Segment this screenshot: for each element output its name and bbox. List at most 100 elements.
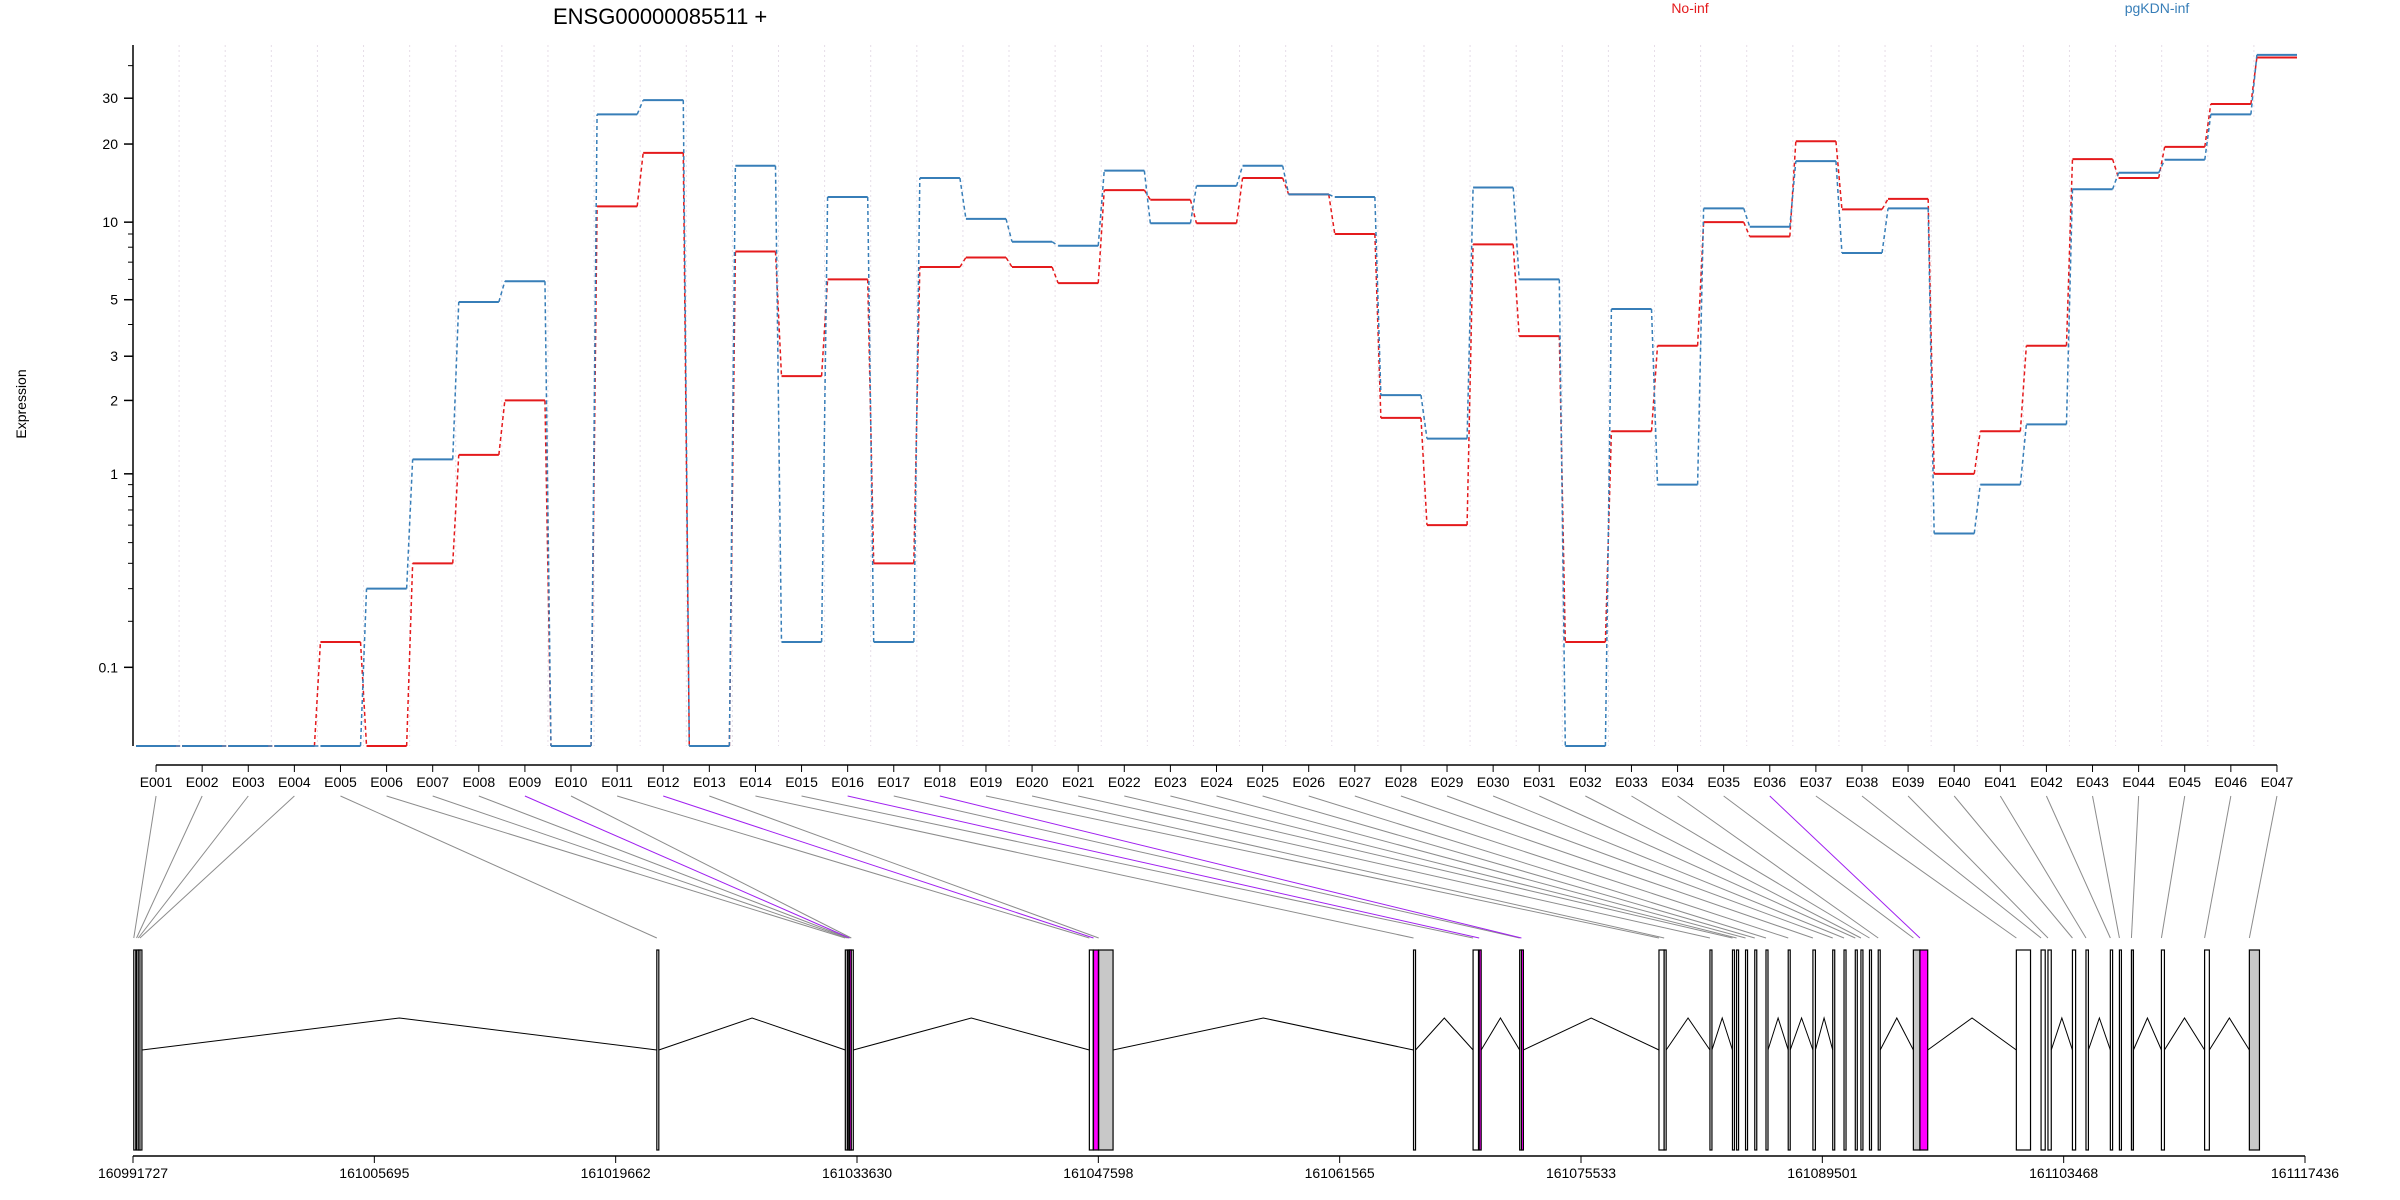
exon-box (1912, 949, 1921, 1151)
exon-label: E034 (1661, 774, 1694, 790)
exon-box (1731, 949, 1736, 1151)
exon-label: E044 (2122, 774, 2155, 790)
y-tick-label: 0.1 (99, 659, 119, 675)
step-connector (2157, 146, 2166, 179)
step-connector (636, 152, 644, 207)
step-connector (2065, 189, 2074, 425)
step-connector (1097, 190, 1105, 284)
exon-connector (1492, 795, 1845, 939)
genomic-tick-label: 161061565 (1305, 1165, 1375, 1181)
exon-box (139, 949, 143, 1151)
genomic-tick-label: 161033630 (822, 1165, 892, 1181)
step-connector (498, 281, 506, 303)
exon-connector (133, 795, 157, 939)
exon-label: E003 (232, 774, 265, 790)
exon-label: E024 (1200, 774, 1233, 790)
exon-connector (847, 795, 1480, 939)
exon-connector (386, 795, 846, 939)
step-connector (2019, 424, 2028, 485)
step-connector (1743, 208, 1751, 227)
exon-box (1787, 949, 1791, 1151)
genomic-tick-label: 161019662 (581, 1165, 651, 1181)
exon-box (656, 949, 660, 1151)
genomic-tick-label: 161047598 (1063, 1165, 1133, 1181)
exon-connector (340, 795, 658, 939)
genomic-tick-label: 161103468 (2029, 1165, 2098, 1181)
step-connector (1743, 221, 1751, 237)
step-connector (2111, 172, 2120, 190)
step-connector (959, 257, 967, 268)
intron-line (1665, 1017, 1711, 1051)
step-connector (1558, 279, 1567, 747)
exon-box (1854, 949, 1858, 1151)
exon-label: E001 (140, 774, 173, 790)
step-connector (1881, 198, 1889, 210)
genomic-tick-label: 161089501 (1787, 1165, 1857, 1181)
step-connector (1835, 161, 1843, 253)
exon-connector (478, 795, 849, 939)
step-connector (682, 152, 691, 747)
exon-label: E029 (1431, 774, 1464, 790)
exon-connector (893, 795, 1520, 939)
exon-label: E007 (416, 774, 449, 790)
exon-box (1832, 949, 1836, 1151)
exon-box (1868, 949, 1873, 1151)
y-axis-title: Expression (13, 369, 29, 438)
exon-connector (1124, 795, 1733, 939)
exon-box (1472, 949, 1480, 1151)
step-connector (451, 301, 460, 460)
exon-connector (985, 795, 1660, 939)
step-connector (1466, 244, 1474, 526)
exon-connector (1631, 795, 1870, 939)
exon-label: E038 (1846, 774, 1879, 790)
step-connector (1281, 165, 1290, 195)
chart-title: ENSG00000085511 + (553, 4, 767, 29)
exon-label: E028 (1385, 774, 1418, 790)
y-tick-label: 30 (102, 90, 118, 106)
step-connector (1051, 241, 1059, 247)
step-connector (1420, 395, 1428, 439)
exon-label: E021 (1062, 774, 1095, 790)
intron-line (2087, 1016, 2111, 1051)
exon-label: E019 (970, 774, 1003, 790)
exon-box (1478, 949, 1482, 1151)
exon-connector (1953, 795, 2073, 939)
exon-box (2015, 949, 2032, 1151)
exon-connector (755, 795, 1414, 939)
y-tick-label: 3 (110, 348, 118, 364)
y-tick-label: 5 (110, 292, 118, 308)
intron-line (1711, 1016, 1733, 1051)
exon-connector (2160, 795, 2186, 939)
exon-connector (1170, 795, 1737, 939)
exon-connector (570, 795, 852, 939)
step-connector (1512, 187, 1520, 280)
exon-connector (139, 795, 295, 939)
intron-line (2208, 1017, 2250, 1051)
gene-model (133, 949, 2261, 1151)
series-no-inf (136, 56, 2297, 747)
exon-label: E030 (1477, 774, 1510, 790)
step-connector (913, 178, 921, 643)
intron-line (1879, 1016, 1914, 1051)
step-connector (2250, 57, 2258, 105)
exon-connector (1723, 795, 1914, 939)
step-connector (1143, 170, 1152, 224)
intron-line (1767, 1016, 1789, 1051)
exon-label: E036 (1753, 774, 1786, 790)
step-connector (774, 165, 783, 643)
exon-connector (1585, 795, 1862, 939)
intron-line (141, 1017, 657, 1051)
exon-label: E047 (2261, 774, 2294, 790)
exon-box (1744, 949, 1749, 1151)
exon-label: E008 (462, 774, 495, 790)
intron-line (1927, 1017, 2017, 1051)
step-connector (2250, 54, 2258, 115)
exon-box (1520, 949, 1525, 1151)
step-connector (1235, 165, 1244, 187)
exon-connector (1078, 795, 1711, 939)
genomic-tick-label: 161005695 (339, 1165, 409, 1181)
intron-line (658, 1017, 846, 1051)
intron-line (1480, 1017, 1521, 1051)
exon-label: E041 (1984, 774, 2017, 790)
exon-label: E043 (2076, 774, 2109, 790)
